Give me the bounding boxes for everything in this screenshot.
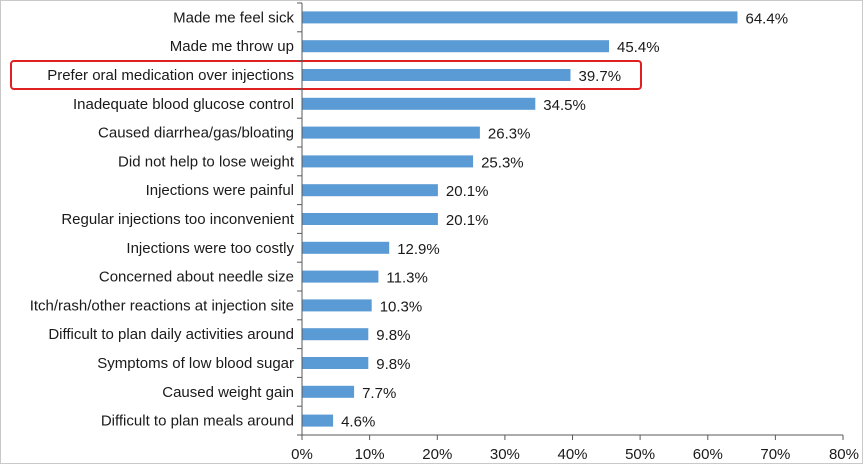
bar xyxy=(302,184,438,197)
category-label: Injections were too costly xyxy=(126,240,294,257)
highlight-box xyxy=(10,60,642,90)
value-label: 9.8% xyxy=(376,356,410,373)
category-label: Difficult to plan daily activities aroun… xyxy=(48,326,294,343)
bar xyxy=(302,69,571,81)
value-label: 64.4% xyxy=(746,10,789,27)
x-tick-label: 50% xyxy=(625,446,655,463)
x-tick-label: 80% xyxy=(829,446,859,463)
bar xyxy=(302,299,372,312)
bar xyxy=(302,213,438,225)
x-tick-label: 40% xyxy=(557,446,587,463)
value-label: 9.8% xyxy=(376,327,410,344)
category-label: Itch/rash/other reactions at injection s… xyxy=(30,297,294,314)
bar xyxy=(302,414,334,427)
bar xyxy=(302,155,474,168)
value-label: 4.6% xyxy=(341,414,375,431)
bar xyxy=(302,97,536,110)
bar xyxy=(302,328,369,341)
value-label: 20.1% xyxy=(446,212,489,229)
value-label: 39.7% xyxy=(579,68,622,85)
x-tick-label: 30% xyxy=(490,446,520,463)
category-label: Made me feel sick xyxy=(173,9,294,26)
bar xyxy=(302,126,480,139)
value-label: 10.3% xyxy=(380,298,423,315)
category-label: Made me throw up xyxy=(170,38,294,55)
x-tick-label: 10% xyxy=(355,446,385,463)
value-label: 11.3% xyxy=(386,270,427,287)
value-label: 45.4% xyxy=(617,39,660,56)
bar xyxy=(302,385,355,398)
value-label: 7.7% xyxy=(362,385,396,402)
category-label: Symptoms of low blood sugar xyxy=(97,355,294,372)
x-tick-label: 0% xyxy=(291,446,313,463)
value-label: 26.3% xyxy=(488,126,531,143)
bar xyxy=(302,241,390,254)
category-label: Caused weight gain xyxy=(162,384,294,401)
x-tick-label: 70% xyxy=(760,446,790,463)
category-label: Injections were painful xyxy=(146,182,294,199)
category-label: Regular injections too inconvenient xyxy=(61,211,294,228)
category-label: Inadequate blood glucose control xyxy=(73,96,294,113)
bar xyxy=(302,270,379,283)
value-label: 34.5% xyxy=(543,97,586,114)
x-tick-label: 60% xyxy=(693,446,723,463)
value-label: 20.1% xyxy=(446,183,489,200)
category-label: Concerned about needle size xyxy=(99,269,294,286)
category-label: Did not help to lose weight xyxy=(118,153,295,170)
bar xyxy=(302,40,609,53)
value-label: 25.3% xyxy=(481,154,524,171)
bar xyxy=(302,11,738,24)
bar xyxy=(302,357,369,369)
category-label: Difficult to plan meals around xyxy=(101,413,294,430)
x-tick-label: 20% xyxy=(422,446,452,463)
category-label: Prefer oral medication over injections xyxy=(47,67,294,84)
category-label: Caused diarrhea/gas/bloating xyxy=(98,125,294,142)
value-label: 12.9% xyxy=(397,241,440,258)
